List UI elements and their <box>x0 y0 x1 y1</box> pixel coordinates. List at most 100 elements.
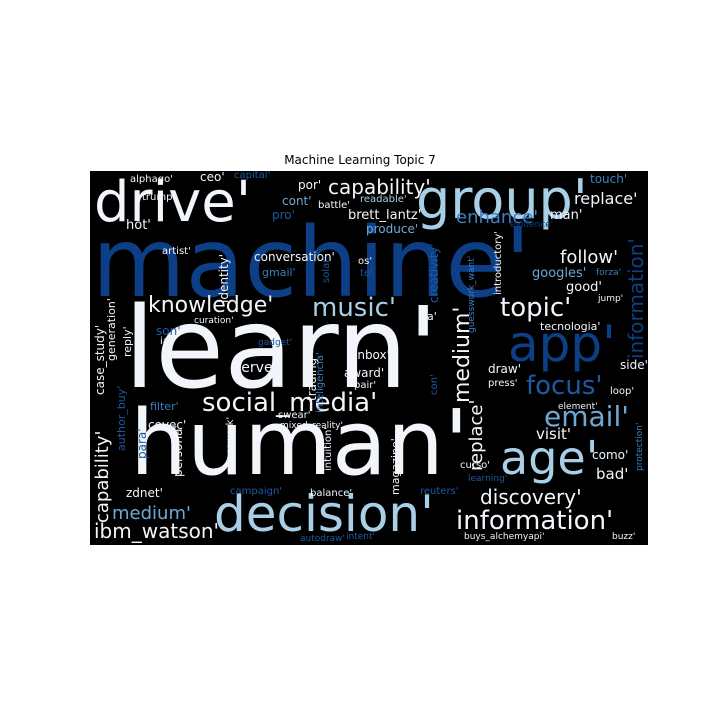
word-inbox: inbox' <box>354 348 390 362</box>
word-la: la' <box>424 310 437 323</box>
word-music: music' <box>312 293 397 323</box>
word-covec: covec' <box>148 418 187 432</box>
word-readable: readable' <box>360 194 407 205</box>
word-good: capability' <box>328 175 431 199</box>
word-guesswork-want: guesswork_want' <box>467 255 477 333</box>
word-introductory: introductory' <box>493 230 504 295</box>
word-spam: brett_lantz' <box>348 208 422 223</box>
word-machine: machine' <box>92 207 531 319</box>
word-produce: good' <box>566 280 602 295</box>
word-generation: generation' <box>105 298 118 361</box>
word-battle: battle' <box>318 200 350 211</box>
word-jump: jump' <box>598 294 624 304</box>
word-pair: pair' <box>354 380 377 391</box>
word-protection: protection' <box>635 422 645 471</box>
word-author-buy: author_buy' <box>115 385 128 451</box>
word-son: son' <box>156 324 181 338</box>
word-human: human' <box>130 391 469 496</box>
word-sport: conversation' <box>254 250 335 264</box>
word-solar: solar' <box>321 255 332 283</box>
word-curso: curso' <box>460 460 491 471</box>
word-age: age' <box>500 431 599 485</box>
word-focus: focus' <box>526 371 603 401</box>
word-artist: artist' <box>162 246 191 257</box>
word-energy: man' <box>550 208 583 223</box>
word-press: press' <box>488 378 518 389</box>
word-reply: reply' <box>121 326 134 357</box>
word-identity: identity' <box>217 253 231 303</box>
word-caltech: produce' <box>366 222 419 236</box>
word-capability: capability' <box>92 430 113 523</box>
word-award: award' <box>344 366 385 380</box>
word-capital: capital' <box>234 171 271 181</box>
word-ceo: ceo' <box>200 171 225 184</box>
word-buzz: buzz' <box>612 532 636 542</box>
word-serve: serve' <box>234 360 277 376</box>
word-persona: persona' <box>171 425 185 477</box>
word-learn: learn' <box>124 284 439 414</box>
word-pro: pro' <box>272 208 295 222</box>
word-decision: decision' <box>214 485 434 543</box>
word-loop: loop' <box>610 386 635 397</box>
word-zdnet: zdnet' <box>126 486 163 500</box>
word-intent: intent' <box>346 532 375 542</box>
word-information: information' <box>624 238 648 359</box>
word-trump: trump' <box>142 192 176 203</box>
word-autodraw: autodraw' <box>300 534 346 544</box>
word-drive: drive' <box>94 171 252 235</box>
word-cont: cont' <box>282 194 312 208</box>
word-discovery: information' <box>456 506 614 536</box>
word-topic: topic' <box>500 293 572 323</box>
word-buys-alchemyapi: buys_alchemyapi' <box>464 532 545 542</box>
word-intuition: intuition' <box>323 426 334 471</box>
word-como: como' <box>592 448 629 462</box>
word-side: side' <box>620 358 648 372</box>
word-reuters: reuters' <box>420 486 459 497</box>
word-inteligencia: inteligencia' <box>315 352 326 413</box>
word-mixed-reality: mixed_reality' <box>280 421 343 431</box>
word-te: te' <box>360 268 373 279</box>
word-con: con' <box>429 374 440 395</box>
word-curation: curation' <box>194 316 234 326</box>
word-evidence: evidence' <box>510 220 554 230</box>
word-enhance: ibm_watson' <box>94 519 220 543</box>
word-learning: learning' <box>468 474 508 484</box>
word-draw: draw' <box>488 362 522 376</box>
word-case-study: case_study' <box>93 324 107 395</box>
word-alphago: alphago' <box>130 174 173 185</box>
word-replace: replace' <box>466 399 487 471</box>
word-gadget: gadget' <box>258 338 293 348</box>
word-para: para' <box>135 428 149 459</box>
word-bad: bad' <box>596 465 629 483</box>
word-ia: ia' <box>160 336 172 347</box>
word-man: follow' <box>560 247 619 268</box>
word-cloud: machine' learn' human' drive' group' dec… <box>90 171 648 545</box>
word-por: por' <box>298 178 322 192</box>
word-hot: enhance' <box>456 207 539 228</box>
figure-title: Machine Learning Topic 7 <box>284 153 436 167</box>
word-campaign: campaign' <box>230 486 283 497</box>
word-tecnologia: tecnologia' <box>540 320 601 333</box>
word-touch: touch' <box>590 172 628 186</box>
word-os: os' <box>358 256 373 267</box>
word-creativity: creativity' <box>427 243 441 303</box>
word-ibm-watson: discovery' <box>480 485 582 509</box>
word-swear: swear' <box>278 410 311 421</box>
word-forza: forza' <box>596 268 622 278</box>
word-brett-lantz: googles' <box>532 266 587 281</box>
word-filter: filter' <box>150 400 179 413</box>
word-conversation: hot' <box>126 218 151 233</box>
word-element: element' <box>558 402 598 412</box>
word-app: app' <box>508 315 616 373</box>
word-knowledge: knowledge' <box>148 293 274 318</box>
word-social-media: social_media' <box>202 388 378 418</box>
word-gmail: gmail' <box>262 266 296 279</box>
word-guesswork: guesswork' <box>225 416 236 473</box>
word-visit: visit' <box>536 425 572 443</box>
word-magazine: magazine' <box>389 438 402 495</box>
word-follow: medium' <box>112 503 191 524</box>
word-email: email' <box>544 400 629 433</box>
word-group: group' <box>416 171 588 231</box>
word-balance: balance' <box>310 488 353 499</box>
word-googles: replace' <box>574 189 638 208</box>
